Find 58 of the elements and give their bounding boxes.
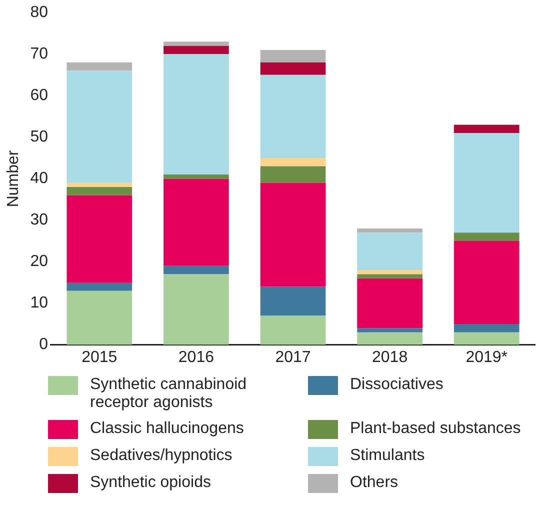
bar (454, 240, 520, 324)
bar (164, 178, 229, 266)
y-axis-title: Number (5, 150, 22, 208)
bar (66, 195, 132, 283)
y-tick-label: 0 (39, 336, 48, 354)
bar (66, 290, 132, 345)
x-tick-label: 2017 (275, 348, 311, 366)
bar (66, 62, 132, 71)
bar (260, 182, 326, 287)
y-tick-label: 30 (30, 212, 48, 229)
bar (164, 174, 229, 179)
bar (357, 274, 422, 278)
bar (454, 232, 520, 241)
bar (260, 166, 326, 183)
y-tick-label: 80 (30, 4, 48, 22)
bar (164, 46, 229, 54)
bar (66, 282, 132, 291)
bar (164, 274, 229, 345)
bar (66, 182, 132, 188)
bar (260, 316, 326, 345)
bar (260, 158, 326, 166)
y-tick-label: 70 (30, 46, 48, 63)
bar (164, 266, 229, 274)
x-tick-label: 2018 (372, 348, 408, 366)
bar (357, 270, 422, 274)
bar (357, 332, 422, 345)
bar (66, 187, 132, 196)
bar (357, 232, 422, 270)
y-tick-label: 40 (30, 170, 48, 188)
bar (454, 324, 520, 332)
y-tick-label: 10 (30, 294, 48, 312)
bar (357, 328, 422, 332)
legend-label: Others (350, 474, 398, 492)
y-tick-label: 60 (30, 87, 48, 104)
bar (454, 124, 520, 134)
bar (454, 133, 520, 233)
x-tick-label: 2016 (178, 348, 214, 366)
bar (164, 54, 229, 175)
legend-label: Classic hallucinogens (90, 420, 244, 438)
bar (66, 70, 132, 183)
legend-label: Dissociatives (350, 376, 444, 394)
x-tick-label: 2019* (466, 348, 508, 366)
bar (260, 74, 326, 158)
legend-label: Stimulants (350, 447, 425, 465)
bar (260, 286, 326, 316)
bar (454, 332, 520, 345)
y-tick-label: 50 (30, 128, 48, 146)
bar (357, 278, 422, 328)
legend-label: Synthetic cannabinoid receptor agonists (90, 376, 248, 412)
bar (260, 62, 326, 75)
legend-label: Synthetic opioids (90, 474, 211, 492)
legend-label: Sedatives/hypnotics (90, 447, 232, 465)
x-tick-label: 2015 (82, 348, 118, 366)
bar (357, 228, 422, 233)
bar (164, 42, 229, 46)
bar (260, 50, 326, 62)
y-tick-label: 20 (30, 253, 48, 270)
legend-label: Plant-based substances (350, 420, 521, 438)
